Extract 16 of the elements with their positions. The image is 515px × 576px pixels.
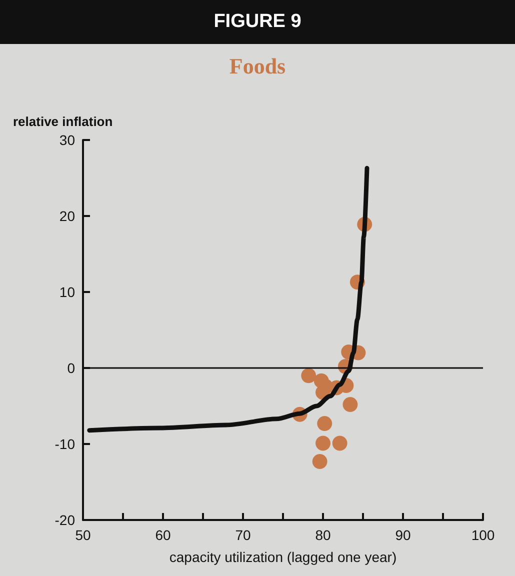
x-tick-label: 100 xyxy=(471,527,495,543)
x-tick-label: 70 xyxy=(235,527,251,543)
x-tick-label: 90 xyxy=(395,527,411,543)
y-tick-label: -10 xyxy=(54,436,76,452)
y-tick-label: -20 xyxy=(54,512,76,528)
y-tick-label: 20 xyxy=(59,208,76,224)
y-axis-title: relative inflation xyxy=(13,114,113,129)
x-tick-label: 60 xyxy=(155,527,171,543)
chart-subtitle: Foods xyxy=(229,54,286,78)
x-tick-label: 80 xyxy=(315,527,331,543)
x-axis-title: capacity utilization (lagged one year) xyxy=(169,549,397,565)
y-tick-label: 0 xyxy=(67,360,76,376)
y-tick-label: 30 xyxy=(59,132,76,148)
chart-title: FIGURE 9 xyxy=(0,0,515,44)
y-tick-label: 10 xyxy=(59,284,76,300)
x-tick-label: 50 xyxy=(75,527,91,543)
